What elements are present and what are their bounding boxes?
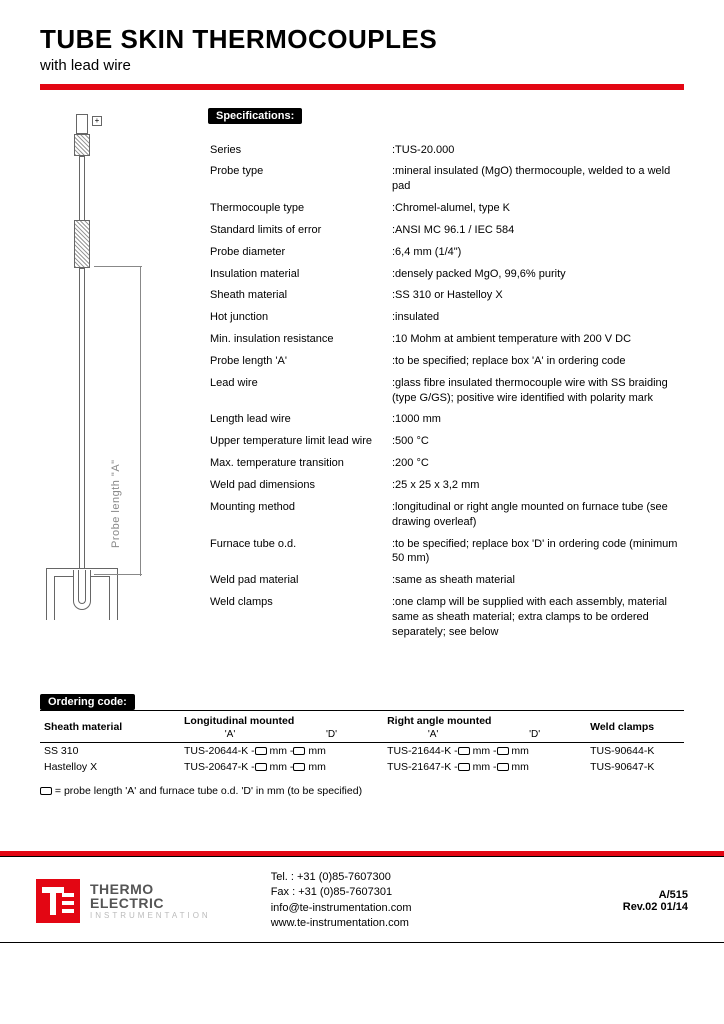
page-title: TUBE SKIN THERMOCOUPLES: [40, 24, 684, 55]
order-row: SS 310TUS-20644-K - mm - mmTUS-21644-K -…: [40, 743, 684, 760]
order-row: Hastelloy XTUS-20647-K - mm - mmTUS-2164…: [40, 759, 684, 775]
spec-row: Hot junction:insulated: [210, 308, 682, 328]
spec-row: Length lead wire:1000 mm: [210, 410, 682, 430]
ordering-header: Ordering code:: [40, 694, 135, 710]
spec-row: Min. insulation resistance:10 Mohm at am…: [210, 330, 682, 350]
order-sub-a2: 'A': [383, 727, 483, 743]
ordering-legend: = probe length 'A' and furnace tube o.d.…: [40, 785, 684, 797]
specs-header: Specifications:: [208, 108, 302, 124]
order-col-long: Longitudinal mounted: [180, 711, 383, 728]
spec-row: Weld pad material:same as sheath materia…: [210, 571, 682, 591]
company-logo: THERMO ELECTRIC INSTRUMENTATION: [36, 879, 211, 923]
spec-row: Thermocouple type:Chromel-alumel, type K: [210, 199, 682, 219]
spec-row: Lead wire:glass fibre insulated thermoco…: [210, 373, 682, 408]
red-divider: [40, 84, 684, 90]
ordering-table: Sheath material Longitudinal mounted Rig…: [40, 710, 684, 775]
doc-id: A/515 Rev.02 01/14: [623, 889, 688, 913]
box-icon: [40, 787, 52, 795]
polarity-mark-icon: [92, 116, 102, 126]
page-subtitle: with lead wire: [40, 57, 684, 74]
spec-row: Probe diameter:6,4 mm (1/4"): [210, 242, 682, 262]
spec-row: Sheath material:SS 310 or Hastelloy X: [210, 286, 682, 306]
spec-row: Standard limits of error:ANSI MC 96.1 / …: [210, 220, 682, 240]
spec-row: Upper temperature limit lead wire:500 °C: [210, 432, 682, 452]
spec-row: Max. temperature transition:200 °C: [210, 454, 682, 474]
spec-row: Weld pad dimensions:25 x 25 x 3,2 mm: [210, 476, 682, 496]
order-sub-a1: 'A': [180, 727, 280, 743]
logo-line3: INSTRUMENTATION: [90, 912, 211, 920]
spec-row: Mounting method:longitudinal or right an…: [210, 497, 682, 532]
spec-row: Probe length 'A':to be specified; replac…: [210, 351, 682, 371]
order-col-sheath: Sheath material: [40, 711, 180, 743]
order-sub-d1: 'D': [280, 727, 383, 743]
spec-row: Furnace tube o.d.:to be specified; repla…: [210, 534, 682, 569]
spec-row: Insulation material:densely packed MgO, …: [210, 264, 682, 284]
order-col-right: Right angle mounted: [383, 711, 586, 728]
spec-row: Probe type:mineral insulated (MgO) therm…: [210, 162, 682, 197]
logo-line2: ELECTRIC: [90, 896, 211, 910]
product-diagram: Probe length "A": [40, 108, 160, 628]
spec-row: Series:TUS-20.000: [210, 140, 682, 160]
footer: THERMO ELECTRIC INSTRUMENTATION Tel. : +…: [0, 851, 724, 943]
order-col-clamps: Weld clamps: [586, 711, 684, 743]
spec-row: Weld clamps:one clamp will be supplied w…: [210, 593, 682, 643]
contact-info: Tel. : +31 (0)85-7607300 Fax : +31 (0)85…: [271, 870, 623, 932]
specs-table: Series:TUS-20.000Probe type:mineral insu…: [208, 138, 684, 644]
probe-length-label: Probe length "A": [110, 459, 122, 548]
logo-line1: THERMO: [90, 882, 211, 896]
order-sub-d2: 'D': [483, 727, 586, 743]
